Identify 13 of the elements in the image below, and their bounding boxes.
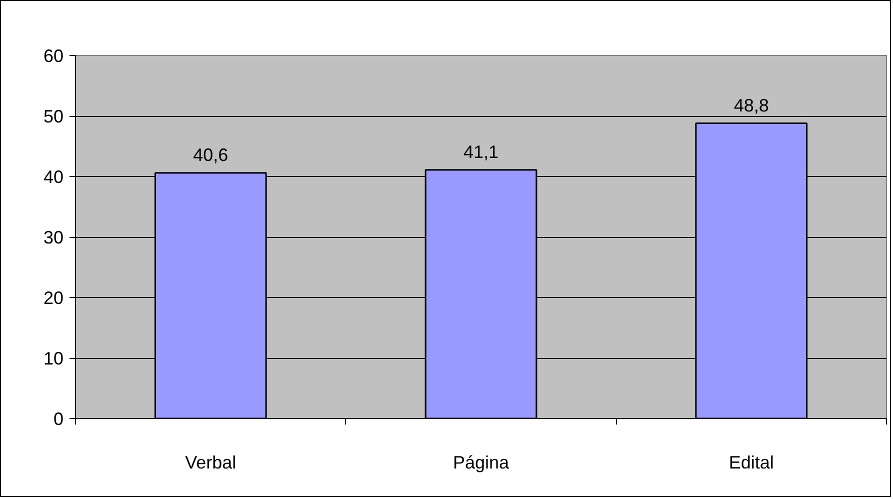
- y-tick-label: 30: [43, 228, 64, 248]
- y-tick-label: 10: [43, 348, 64, 368]
- data-label: 41,1: [463, 142, 499, 162]
- x-tick-label: Página: [452, 452, 510, 472]
- y-tick-label: 40: [43, 167, 64, 187]
- y-tick-label: 50: [43, 106, 64, 126]
- y-tick-label: 60: [43, 46, 64, 66]
- y-tick-label: 20: [43, 288, 64, 308]
- data-label: 48,8: [734, 95, 769, 116]
- x-tick-label: Edital: [728, 452, 774, 472]
- data-label: 40,6: [193, 144, 228, 165]
- x-tick-label: Verbal: [185, 452, 236, 472]
- y-tick-label: 0: [53, 409, 64, 429]
